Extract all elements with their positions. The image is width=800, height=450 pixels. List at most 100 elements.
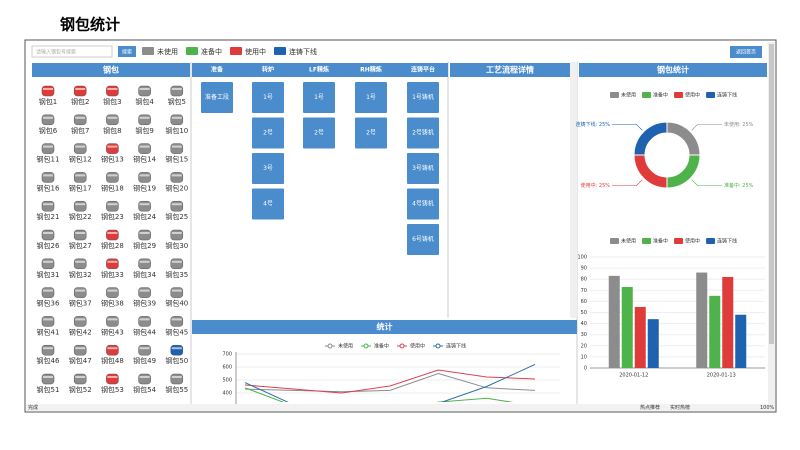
process-box[interactable]: [407, 82, 439, 113]
ladle-icon[interactable]: [106, 287, 119, 298]
ladle-label: 钢包35: [165, 270, 188, 279]
ladle-icon[interactable]: [138, 114, 151, 126]
ladle-icon-band: [139, 347, 150, 350]
ladle-icon[interactable]: [41, 373, 55, 385]
search-button[interactable]: [118, 46, 136, 57]
process-box[interactable]: [252, 82, 284, 113]
bar: [722, 276, 734, 368]
ladle-icon[interactable]: [73, 172, 87, 183]
ladle-icon[interactable]: [170, 200, 184, 212]
leader-line: [612, 123, 643, 131]
ladle-icon[interactable]: [106, 258, 119, 270]
ladle-icon[interactable]: [106, 373, 119, 385]
ladle-icon[interactable]: [106, 229, 119, 241]
ladle-icon[interactable]: [106, 200, 119, 212]
ladle-label: 钢包44: [133, 327, 156, 336]
ladle-icon[interactable]: [73, 143, 87, 154]
ladle-icon[interactable]: [170, 373, 184, 385]
ladle-icon[interactable]: [138, 143, 151, 154]
ladle-icon[interactable]: [73, 85, 87, 97]
legend-label: 未使用: [621, 238, 636, 245]
ladle-icon[interactable]: [138, 316, 151, 327]
bar: [647, 319, 659, 368]
ladle-icon[interactable]: [73, 258, 87, 270]
ladle-icon[interactable]: [106, 114, 119, 126]
panel-header: [192, 320, 577, 334]
ladle-icon-band: [107, 260, 118, 263]
ladle-icon[interactable]: [138, 287, 151, 298]
ladle-icon[interactable]: [73, 114, 87, 126]
ladle-icon[interactable]: [73, 344, 87, 356]
ladle-icon[interactable]: [73, 373, 87, 385]
legend-dot: [399, 343, 405, 349]
ladle-icon[interactable]: [170, 229, 184, 241]
process-box[interactable]: [407, 224, 439, 255]
ladle-icon[interactable]: [106, 85, 119, 97]
process-box[interactable]: [407, 153, 439, 184]
ladle-icon[interactable]: [73, 229, 87, 241]
ladle-icon[interactable]: [170, 114, 184, 126]
ladle-icon[interactable]: [41, 316, 55, 327]
ladle-icon-band: [75, 88, 86, 90]
ladle-label: 钢包52: [69, 385, 92, 394]
ladle-label: 钢包16: [37, 183, 60, 192]
ladle-icon[interactable]: [106, 143, 119, 154]
ladle-icon[interactable]: [73, 287, 87, 298]
ladle-icon[interactable]: [106, 316, 119, 327]
process-box[interactable]: [201, 82, 233, 113]
ladle-icon[interactable]: [73, 200, 87, 212]
process-box[interactable]: [303, 117, 335, 149]
ladle-icon[interactable]: [41, 114, 55, 126]
search-input[interactable]: [31, 45, 113, 58]
process-box[interactable]: [303, 82, 335, 113]
process-box[interactable]: [355, 82, 387, 113]
ladle-icon[interactable]: [170, 344, 184, 356]
ladle-icon[interactable]: [41, 143, 55, 154]
ladle-icon[interactable]: [170, 143, 184, 154]
ladle-icon[interactable]: [138, 373, 151, 385]
process-box[interactable]: [252, 188, 284, 220]
legend-swatch: [642, 238, 652, 244]
ladle-icon-band: [75, 347, 86, 350]
process-box[interactable]: [252, 117, 284, 149]
ladle-icon[interactable]: [41, 344, 55, 356]
ladle-icon[interactable]: [170, 287, 184, 298]
ladle-icon[interactable]: [170, 85, 184, 97]
ladle-icon[interactable]: [73, 316, 87, 327]
ladle-label: 钢包39: [133, 299, 156, 308]
ladle-icon-band: [107, 289, 118, 292]
process-box[interactable]: [407, 188, 439, 220]
ladle-icon[interactable]: [41, 229, 55, 241]
scrollbar-thumb: [769, 44, 774, 344]
process-box[interactable]: [252, 153, 284, 184]
panel-title: 钢包: [103, 65, 119, 75]
y-tick-label: 30: [581, 332, 587, 338]
ladle-icon[interactable]: [138, 258, 151, 270]
ladle-icon[interactable]: [170, 258, 184, 270]
ladle-icon[interactable]: [41, 85, 55, 97]
ladle-icon[interactable]: [41, 200, 55, 212]
ladle-icon[interactable]: [138, 344, 151, 356]
ladle-icon-band: [43, 260, 53, 263]
ladle-icon[interactable]: [41, 287, 55, 298]
ladle-label: 钢包34: [133, 270, 156, 279]
ladle-icon[interactable]: [41, 172, 55, 183]
status-bar: [26, 404, 775, 411]
process-box[interactable]: [407, 117, 439, 149]
ladle-icon[interactable]: [41, 258, 55, 270]
ladle-icon[interactable]: [106, 344, 119, 356]
back-button[interactable]: [730, 46, 762, 58]
process-box[interactable]: [355, 117, 387, 149]
ladle-icon[interactable]: [138, 229, 151, 241]
legend-swatch: [274, 47, 286, 55]
ladle-icon-band: [75, 116, 86, 119]
ladle-icon[interactable]: [170, 316, 184, 327]
ladle-icon[interactable]: [138, 200, 151, 212]
ladle-icon-band: [43, 347, 53, 350]
ladle-icon[interactable]: [106, 172, 119, 183]
ladle-icon-band: [139, 232, 150, 234]
ladle-icon[interactable]: [170, 172, 184, 183]
status-left: 完成: [28, 404, 38, 411]
ladle-icon[interactable]: [138, 172, 151, 183]
ladle-icon[interactable]: [138, 85, 151, 97]
